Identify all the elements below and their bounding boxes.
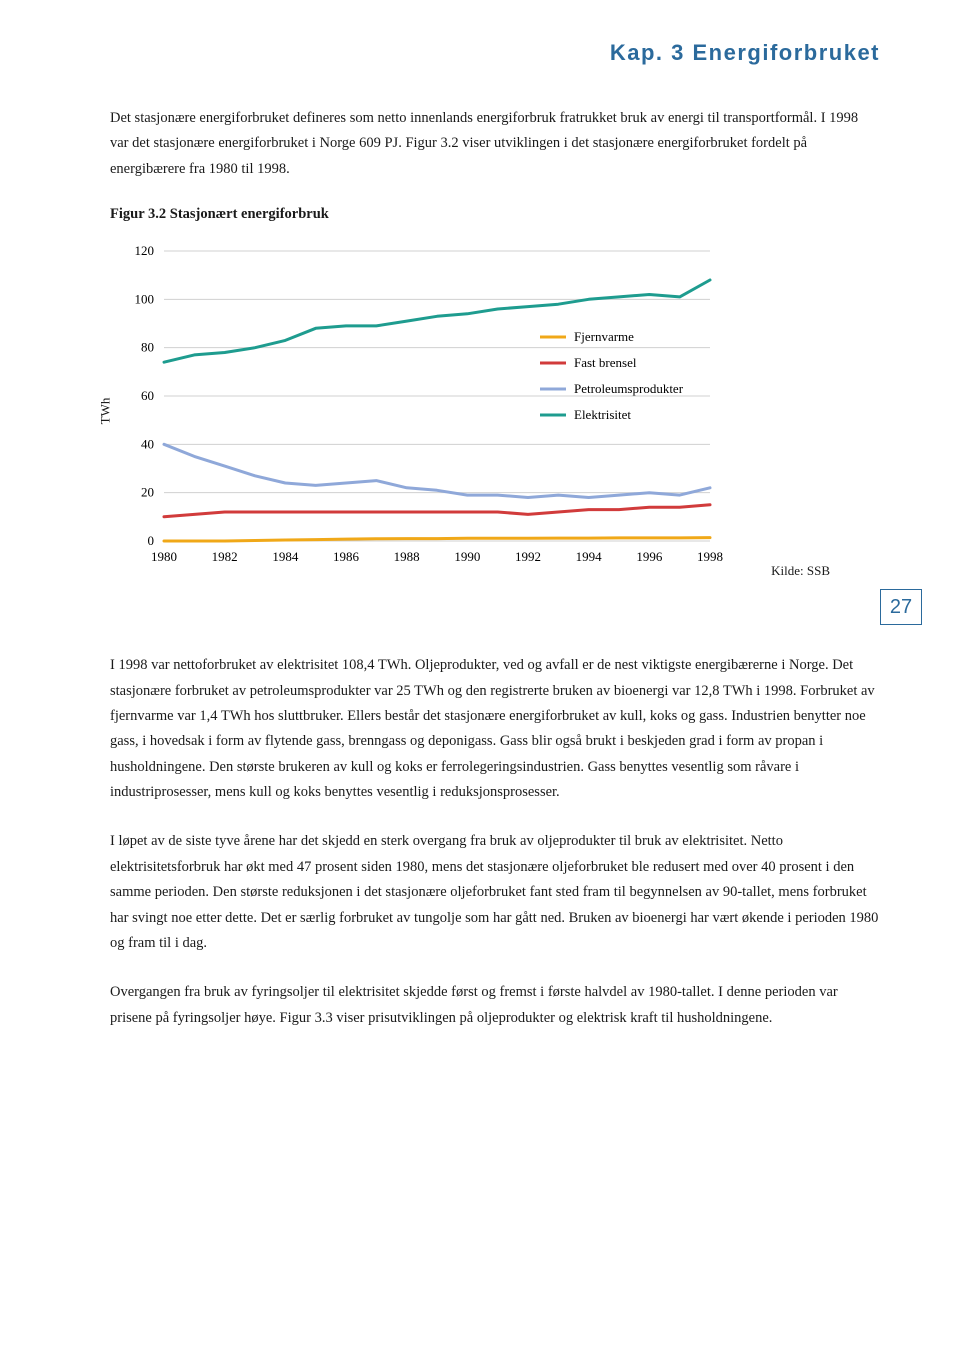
svg-text:Elektrisitet: Elektrisitet xyxy=(574,407,631,422)
svg-text:80: 80 xyxy=(141,340,154,355)
page-number: 27 xyxy=(880,589,922,625)
y-axis-label: TWh xyxy=(97,398,113,425)
svg-text:60: 60 xyxy=(141,388,154,403)
svg-text:Fast brensel: Fast brensel xyxy=(574,355,637,370)
svg-text:1984: 1984 xyxy=(272,549,299,564)
svg-text:1996: 1996 xyxy=(636,549,663,564)
svg-text:1992: 1992 xyxy=(515,549,541,564)
body-paragraph-3: Overgangen fra bruk av fyringsoljer til … xyxy=(110,980,880,1031)
svg-text:Petroleumsprodukter: Petroleumsprodukter xyxy=(574,381,684,396)
body-paragraph-2: I løpet av de siste tyve årene har det s… xyxy=(110,829,880,956)
svg-text:1980: 1980 xyxy=(151,549,177,564)
svg-text:1988: 1988 xyxy=(394,549,420,564)
svg-text:Fjernvarme: Fjernvarme xyxy=(574,329,634,344)
svg-text:1994: 1994 xyxy=(576,549,603,564)
svg-text:1986: 1986 xyxy=(333,549,360,564)
svg-text:20: 20 xyxy=(141,485,154,500)
svg-text:120: 120 xyxy=(135,243,155,258)
svg-text:40: 40 xyxy=(141,436,154,451)
intro-paragraph: Det stasjonære energiforbruket defineres… xyxy=(110,106,880,182)
svg-text:1998: 1998 xyxy=(697,549,723,564)
svg-text:1982: 1982 xyxy=(212,549,238,564)
svg-text:1990: 1990 xyxy=(454,549,480,564)
body-paragraph-1: I 1998 var nettoforbruket av elektrisite… xyxy=(110,653,880,805)
figure-caption: Figur 3.2 Stasjonært energiforbruk xyxy=(110,206,880,223)
energy-chart: TWh 020406080100120198019821984198619881… xyxy=(110,241,830,581)
svg-text:100: 100 xyxy=(135,291,155,306)
svg-text:0: 0 xyxy=(148,533,155,548)
line-chart-svg: 0 20 40 60 80 100 120 1980 1982 1984 1986 1988 1990 1… xyxy=(110,241,830,581)
chapter-title: Kap. 3 Energiforbruket xyxy=(110,40,880,66)
